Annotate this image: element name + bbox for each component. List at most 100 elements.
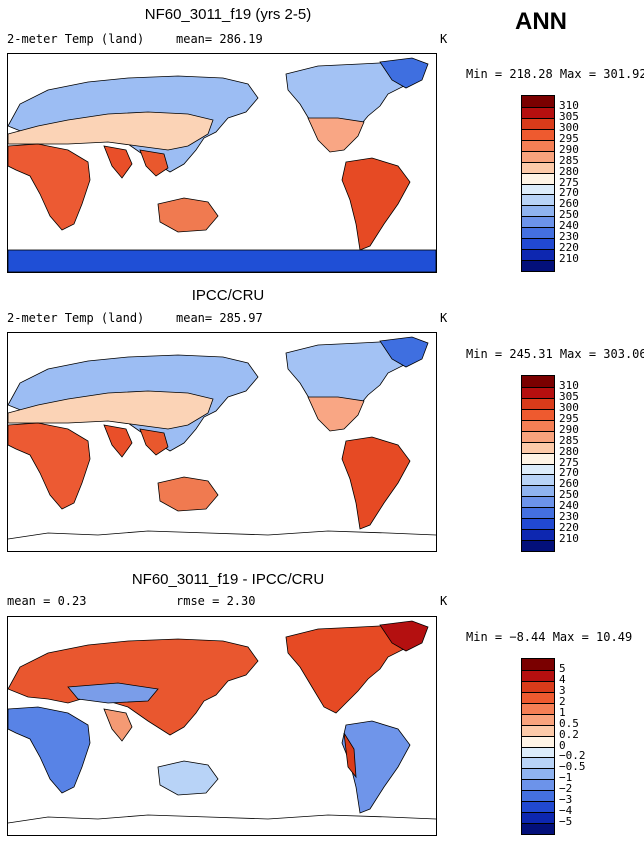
colorbar-swatch xyxy=(522,260,554,271)
colorbar-label: 220 xyxy=(559,521,579,535)
colorbar-label: 0.2 xyxy=(559,727,579,741)
colorbar-swatch xyxy=(522,691,554,703)
panel-1-unit: K xyxy=(440,32,448,46)
colorbar-swatch xyxy=(522,117,554,129)
panel-1-title: NF60_3011_f19 (yrs 2-5) xyxy=(144,6,312,23)
colorbar-swatch xyxy=(522,205,554,217)
colorbar-label: 305 xyxy=(559,389,579,403)
panel-3-unit: K xyxy=(440,594,448,608)
colorbar-label: 310 xyxy=(559,98,579,112)
colorbar-label: 270 xyxy=(559,466,579,480)
colorbar-swatch xyxy=(522,397,554,409)
colorbar-swatch xyxy=(522,757,554,769)
colorbar-label: 275 xyxy=(559,175,579,189)
panel-1-minmax: Min = 218.28 Max = 301.92 xyxy=(466,67,644,81)
colorbar-label: 270 xyxy=(559,186,579,200)
colorbar-label: 5 xyxy=(559,661,566,675)
colorbar-swatch xyxy=(522,430,554,442)
colorbar-label: 260 xyxy=(559,477,579,491)
colorbar-swatch xyxy=(522,106,554,118)
panel-2-unit: K xyxy=(440,311,448,325)
colorbar-swatch xyxy=(522,812,554,824)
colorbar-swatch xyxy=(522,96,554,107)
antarctica-outline xyxy=(8,530,436,540)
colorbar-swatch xyxy=(522,485,554,497)
colorbar-swatch xyxy=(522,419,554,431)
colorbar-label: 3 xyxy=(559,683,566,697)
colorbar-label: 210 xyxy=(559,252,579,266)
colorbar-label: 220 xyxy=(559,241,579,255)
colorbar-swatch xyxy=(522,746,554,758)
colorbar-swatch xyxy=(522,779,554,791)
colorbar-swatch xyxy=(522,801,554,813)
colorbar-label: 295 xyxy=(559,131,579,145)
colorbar-label: 305 xyxy=(559,109,579,123)
colorbar-label: −0.2 xyxy=(559,749,586,763)
colorbar-swatch xyxy=(522,702,554,714)
colorbar-label: 290 xyxy=(559,142,579,156)
colorbar-label: 285 xyxy=(559,153,579,167)
colorbar-swatch xyxy=(522,680,554,692)
colorbar-label: −4 xyxy=(559,804,573,818)
colorbar-swatch xyxy=(522,659,554,670)
colorbar-swatch xyxy=(522,735,554,747)
antarctica-outline xyxy=(8,814,436,824)
panel-3-mean: mean = 0.23 xyxy=(7,594,87,608)
panel-3-minmax: Min = −8.44 Max = 10.49 xyxy=(466,630,633,644)
colorbar-swatch xyxy=(522,249,554,261)
colorbar-swatch xyxy=(522,139,554,151)
panel-3-colorbar xyxy=(521,658,555,835)
colorbar-swatch xyxy=(522,507,554,519)
colorbar-swatch xyxy=(522,790,554,802)
colorbar-label: 250 xyxy=(559,208,579,222)
colorbar-label: 250 xyxy=(559,488,579,502)
colorbar-swatch xyxy=(522,408,554,420)
panel-3-rmse: rmse = 2.30 xyxy=(176,594,256,608)
antarctica-region xyxy=(8,249,436,272)
colorbar-label: 300 xyxy=(559,120,579,134)
colorbar-swatch xyxy=(522,452,554,464)
panel-2-mean: mean= 285.97 xyxy=(176,311,263,325)
panel-2-map xyxy=(7,332,437,552)
colorbar-label: 4 xyxy=(559,672,566,686)
panel-2-colorbar xyxy=(521,375,555,552)
colorbar-swatch xyxy=(522,540,554,551)
colorbar-label: 295 xyxy=(559,411,579,425)
colorbar-swatch xyxy=(522,194,554,206)
panel-1-map xyxy=(7,53,437,273)
colorbar-swatch xyxy=(522,463,554,475)
colorbar-label: 290 xyxy=(559,422,579,436)
colorbar-swatch xyxy=(522,128,554,140)
colorbar-label: 210 xyxy=(559,532,579,546)
panel-1-colorbar xyxy=(521,95,555,272)
colorbar-label: 230 xyxy=(559,510,579,524)
colorbar-swatch xyxy=(522,441,554,453)
colorbar-swatch xyxy=(522,768,554,780)
colorbar-label: 280 xyxy=(559,164,579,178)
colorbar-label: 230 xyxy=(559,230,579,244)
colorbar-label: 275 xyxy=(559,455,579,469)
colorbar-swatch xyxy=(522,227,554,239)
panel-2-variable: 2-meter Temp (land) xyxy=(7,311,145,325)
colorbar-label: 280 xyxy=(559,444,579,458)
colorbar-label: 300 xyxy=(559,400,579,414)
colorbar-swatch xyxy=(522,713,554,725)
colorbar-label: −3 xyxy=(559,793,573,807)
colorbar-label: 1 xyxy=(559,705,566,719)
colorbar-swatch xyxy=(522,386,554,398)
colorbar-label: 240 xyxy=(559,219,579,233)
colorbar-label: −1 xyxy=(559,771,573,785)
colorbar-swatch xyxy=(522,150,554,162)
panel-3-map-svg xyxy=(8,620,436,824)
colorbar-swatch xyxy=(522,669,554,681)
colorbar-label: 0.5 xyxy=(559,716,579,730)
panel-1-variable: 2-meter Temp (land) xyxy=(7,32,145,46)
panel-1-map-svg xyxy=(8,57,436,272)
colorbar-swatch xyxy=(522,496,554,508)
colorbar-label: 260 xyxy=(559,197,579,211)
colorbar-swatch xyxy=(522,724,554,736)
colorbar-label: −2 xyxy=(559,782,573,796)
colorbar-label: 0 xyxy=(559,738,566,752)
colorbar-swatch xyxy=(522,216,554,228)
colorbar-swatch xyxy=(522,238,554,250)
